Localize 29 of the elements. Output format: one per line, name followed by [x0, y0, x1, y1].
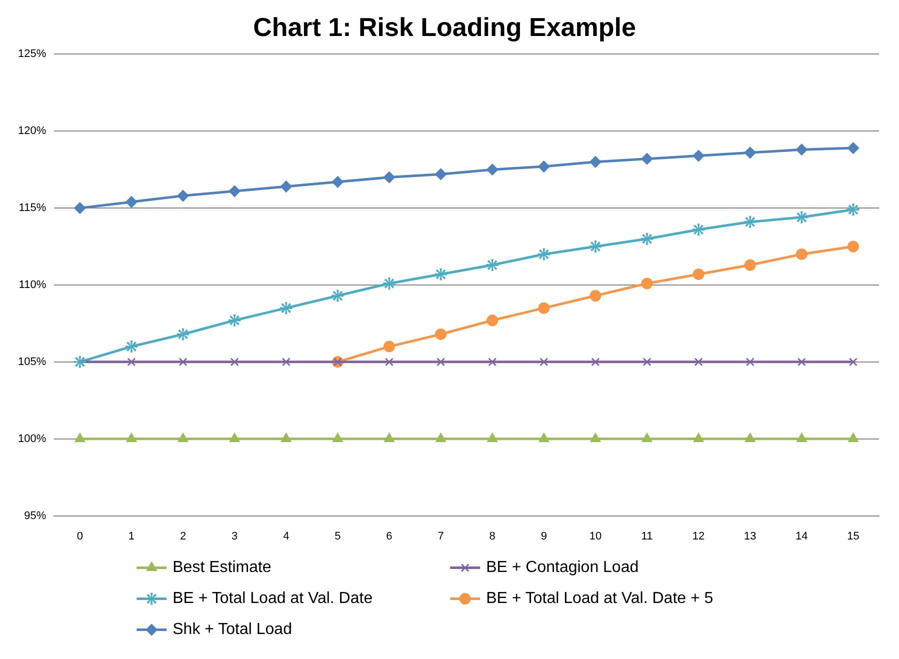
y-tick-label: 105%: [18, 356, 46, 368]
x-tick-label: 6: [386, 530, 392, 542]
legend-label: BE + Contagion Load: [486, 559, 639, 576]
y-tick-label: 110%: [18, 279, 46, 292]
y-tick-label: 125%: [18, 48, 46, 60]
x-tick-label: 7: [438, 530, 444, 542]
x-tick-label: 0: [76, 530, 83, 542]
y-tick-label: 115%: [18, 202, 46, 214]
x-tick-label: 14: [796, 530, 808, 542]
x-tick-label: 15: [847, 530, 860, 542]
legend-label: BE + Total Load at Val. Date: [172, 590, 373, 608]
legend-label: Shk + Total Load: [172, 621, 292, 638]
x-tick-label: 10: [589, 530, 602, 542]
x-tick-label: 4: [283, 530, 290, 542]
x-tick-label: 5: [334, 530, 341, 542]
x-tick-label: 12: [692, 530, 705, 542]
x-tick-label: 1: [128, 530, 135, 542]
y-tick-label: 120%: [18, 125, 46, 138]
x-tick-label: 9: [540, 530, 547, 542]
legend-label: BE + Total Load at Val. Date + 5: [486, 590, 714, 608]
x-tick-label: 3: [232, 530, 238, 542]
chart-title: Chart 1: Risk Loading Example: [253, 12, 636, 42]
x-tick-label: 13: [744, 530, 756, 542]
x-tick-label: 2: [180, 530, 186, 542]
y-tick-label: 100%: [18, 432, 46, 445]
legend-label: Best Estimate: [172, 559, 272, 576]
x-tick-label: 8: [489, 530, 496, 542]
y-tick-label: 95%: [24, 510, 46, 522]
x-tick-label: 11: [641, 530, 653, 542]
